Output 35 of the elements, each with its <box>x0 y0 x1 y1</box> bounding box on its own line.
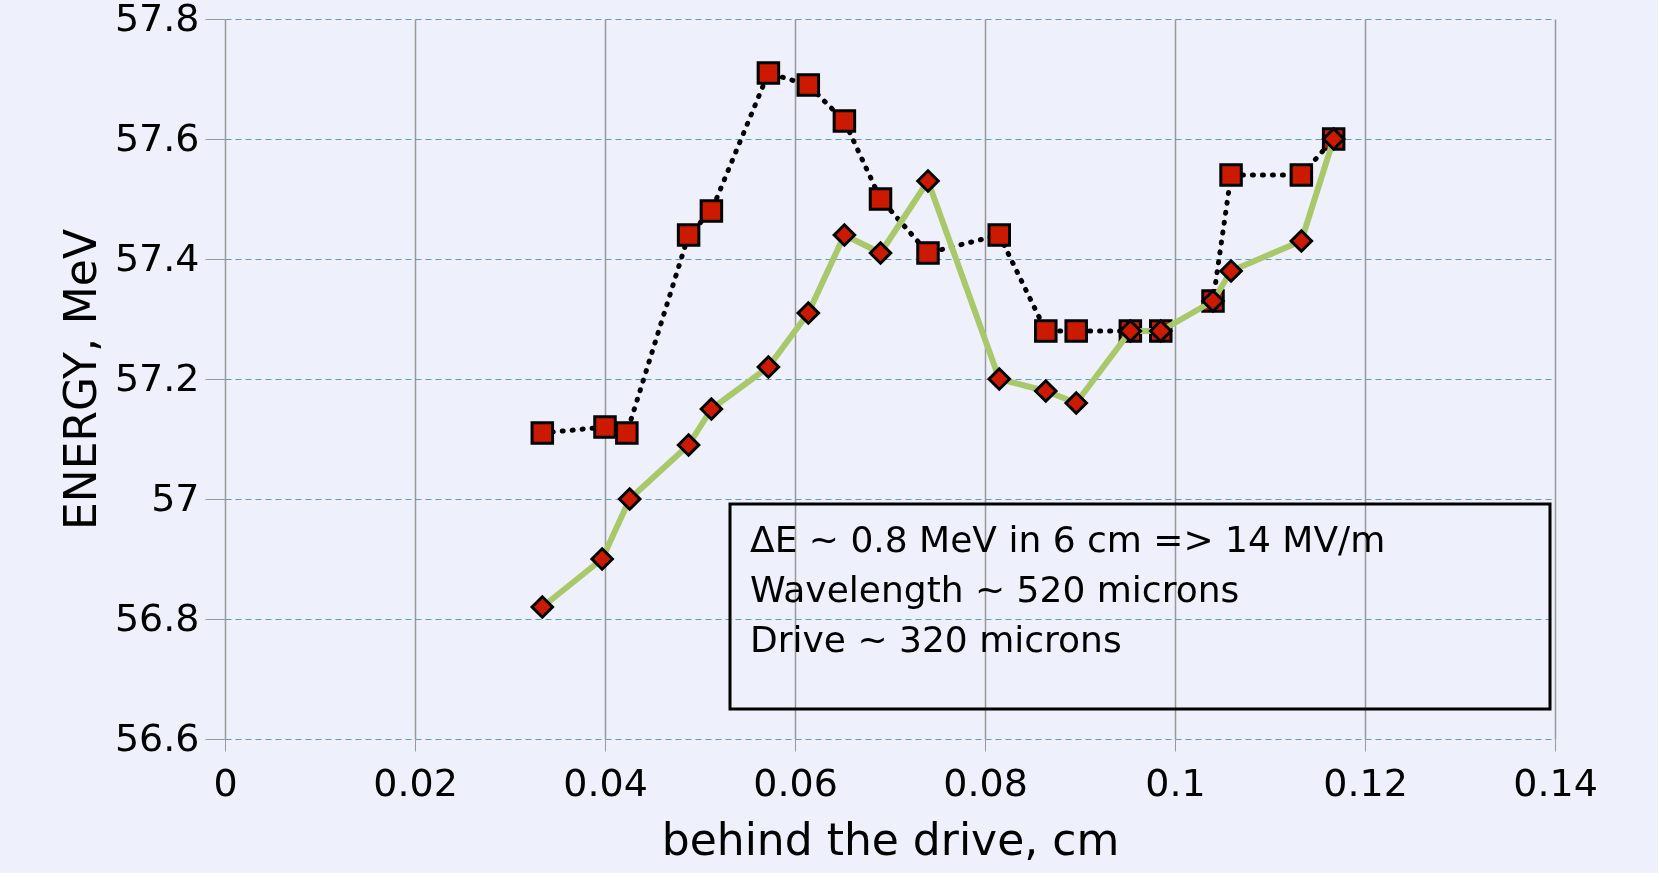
annotation: Wavelength ~ 520 microns <box>750 569 1240 610</box>
point <box>832 109 857 133</box>
y-tick-label: 56.8 <box>114 595 200 640</box>
point <box>615 421 639 445</box>
y-tick-label: 56.6 <box>114 715 200 760</box>
point <box>1219 163 1243 187</box>
x-tick-label: 0.08 <box>943 760 1028 805</box>
point <box>916 241 940 265</box>
annotation: Drive ~ 320 microns <box>750 619 1122 660</box>
x-axis-title: behind the drive, cm <box>661 813 1120 865</box>
y-tick-label: 57.4 <box>114 235 200 280</box>
x-tick-label: 0.06 <box>753 760 838 805</box>
point <box>1034 319 1058 343</box>
y-axis-title: ENERGY, MeV <box>54 229 106 530</box>
point <box>868 187 893 211</box>
point <box>796 73 821 97</box>
point <box>593 415 617 439</box>
point <box>699 199 724 223</box>
x-tick-label: 0.14 <box>1513 760 1598 805</box>
annotation: ΔE ~ 0.8 MeV in 6 cm => 14 MV/m <box>750 519 1386 560</box>
x-tick-label: 0.12 <box>1323 760 1408 805</box>
y-tick-label: 57.6 <box>114 115 200 160</box>
x-tick-label: 0 <box>213 760 238 805</box>
point <box>987 223 1011 247</box>
y-tick-label: 57.8 <box>114 0 200 40</box>
y-tick-label: 57 <box>151 475 200 520</box>
y-tick-label: 57.2 <box>114 355 200 400</box>
point <box>1064 319 1088 343</box>
x-tick-label: 0.1 <box>1145 760 1206 805</box>
point <box>676 223 701 247</box>
point <box>1289 163 1314 187</box>
point <box>756 61 781 85</box>
point <box>530 421 555 445</box>
x-tick-label: 0.02 <box>373 760 458 805</box>
x-tick-label: 0.04 <box>563 760 648 805</box>
